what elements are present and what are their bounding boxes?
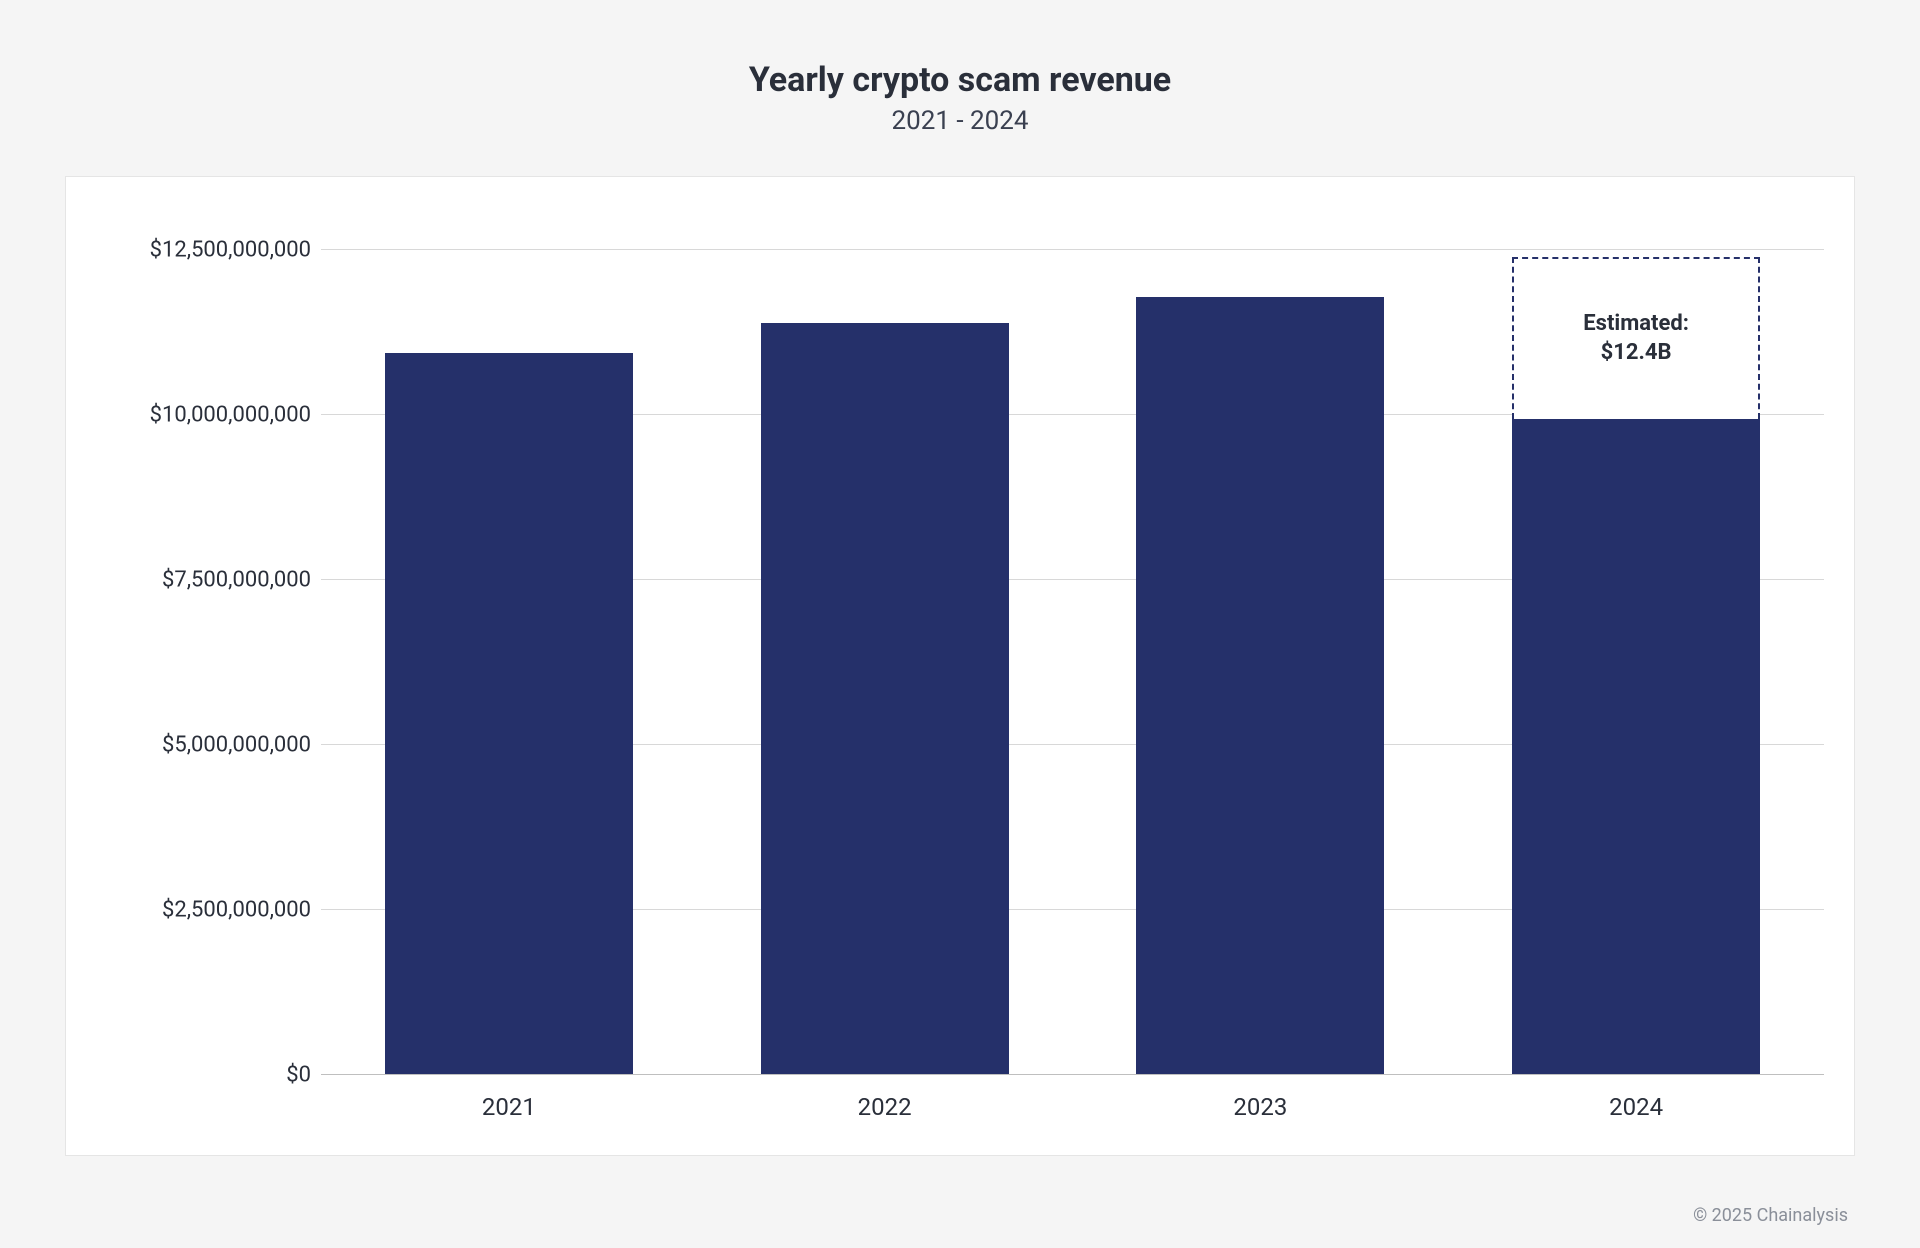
bar-slot [1073, 207, 1449, 1075]
chart-header: Yearly crypto scam revenue 2021 - 2024 [65, 60, 1855, 136]
bar-slot [321, 207, 697, 1075]
chart-subtitle: 2021 - 2024 [65, 106, 1855, 136]
bar [1512, 419, 1760, 1075]
x-axis: 2021202220232024 [321, 1075, 1824, 1135]
y-tick-label: $2,500,000,000 [162, 898, 311, 923]
chart-title: Yearly crypto scam revenue [65, 60, 1855, 100]
estimated-label-line2: $12.4B [1601, 339, 1672, 368]
y-axis: $0$2,500,000,000$5,000,000,000$7,500,000… [96, 207, 321, 1075]
bar-slot [697, 207, 1073, 1075]
bar [385, 353, 633, 1075]
bar-slot: Estimated:$12.4B [1448, 207, 1824, 1075]
y-tick-label: $0 [286, 1063, 311, 1088]
y-tick-label: $7,500,000,000 [162, 568, 311, 593]
plot-area: $0 $2,500,000,000 $5,000,000,000 $7,500,000… [96, 207, 1824, 1135]
y-tick-label: $12,500,000,000 [150, 238, 311, 263]
x-tick-label: 2021 [321, 1093, 697, 1121]
grid-area: Estimated:$12.4B [321, 207, 1824, 1075]
y-tick-label: $5,000,000,000 [162, 733, 311, 758]
footer-copyright: © 2025 Chainalysis [1693, 1205, 1848, 1226]
chart-container: $0 $2,500,000,000 $5,000,000,000 $7,500,000… [65, 176, 1855, 1156]
bar [1136, 297, 1384, 1075]
x-tick-label: 2023 [1073, 1093, 1449, 1121]
y-tick-label: $10,000,000,000 [150, 403, 311, 428]
bar [761, 323, 1009, 1075]
bars-row: Estimated:$12.4B [321, 207, 1824, 1075]
estimated-label-line1: Estimated: [1583, 310, 1689, 339]
x-tick-label: 2024 [1448, 1093, 1824, 1121]
estimated-annotation: Estimated:$12.4B [1512, 257, 1760, 419]
x-tick-label: 2022 [697, 1093, 1073, 1121]
